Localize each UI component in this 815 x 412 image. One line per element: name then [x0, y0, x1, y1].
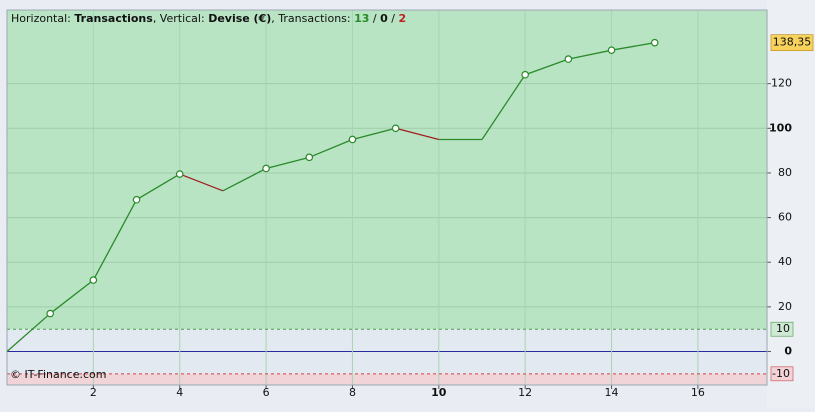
x-tick-label: 4 [176, 386, 183, 399]
chart-header: Horizontal: Transactions, Vertical: Devi… [11, 12, 406, 25]
level-label: 10 [776, 322, 790, 335]
line-segment [179, 173, 224, 192]
x-tick-label: 14 [605, 386, 619, 399]
plot-border [6, 9, 768, 386]
level-label-box [770, 366, 794, 382]
point [89, 276, 98, 284]
line-segment [265, 156, 310, 170]
y-tick-label: 40 [778, 255, 792, 268]
point [348, 135, 357, 144]
point [262, 164, 270, 173]
header-part: Horizontal: [11, 12, 74, 25]
point [521, 70, 529, 79]
x-tick-label: 16 [691, 386, 705, 399]
header-part: 2 [399, 12, 407, 25]
y-tick-label: 20 [778, 300, 792, 313]
point [564, 55, 573, 63]
line-segment [136, 173, 181, 201]
zone-up [7, 10, 767, 330]
x-tick-label: 2 [90, 386, 97, 399]
x-tick-label: 12 [518, 386, 532, 399]
point [607, 46, 616, 54]
header-part: 13 [354, 12, 369, 25]
right-axis-bg [767, 0, 815, 408]
x-tick-label: 6 [263, 386, 270, 399]
y-tick-label: 80 [778, 166, 792, 179]
line-segment [568, 49, 612, 60]
line-segment [611, 42, 655, 51]
x-tick-label: 8 [349, 386, 356, 399]
line-segment [6, 313, 51, 353]
zone-down [7, 373, 767, 385]
footer: © IT-Finance.com [10, 368, 107, 381]
header-part: , Vertical: [153, 12, 208, 25]
line-segment [352, 127, 396, 141]
level-label-box [770, 321, 794, 337]
point [132, 195, 141, 204]
point [46, 309, 54, 318]
point [391, 124, 400, 133]
line-segment [92, 199, 138, 281]
line-segment [524, 58, 569, 76]
point [650, 38, 659, 47]
header-part: Transactions [74, 12, 153, 25]
level-label: -10 [772, 367, 790, 380]
last-value-box [770, 34, 814, 52]
line-segment [222, 167, 267, 192]
y-tick-label: 120 [771, 77, 792, 90]
x-tick-label: 10 [431, 386, 447, 399]
line-segment [309, 138, 353, 158]
header-part: 0 [380, 12, 388, 25]
header-part: / [388, 12, 399, 25]
line-segment [481, 74, 526, 140]
last-value-label: 138,35 [773, 36, 812, 49]
y-tick-label: 0 [784, 345, 792, 358]
point [305, 153, 314, 162]
y-tick-label: 100 [769, 121, 792, 134]
line-segment [49, 279, 94, 315]
line-segment [395, 127, 439, 141]
header-part: , Transactions: [271, 12, 354, 25]
header-part: Devise (€) [208, 12, 271, 25]
header-part: / [369, 12, 380, 25]
y-tick-label: 60 [778, 211, 792, 224]
point [175, 170, 184, 178]
